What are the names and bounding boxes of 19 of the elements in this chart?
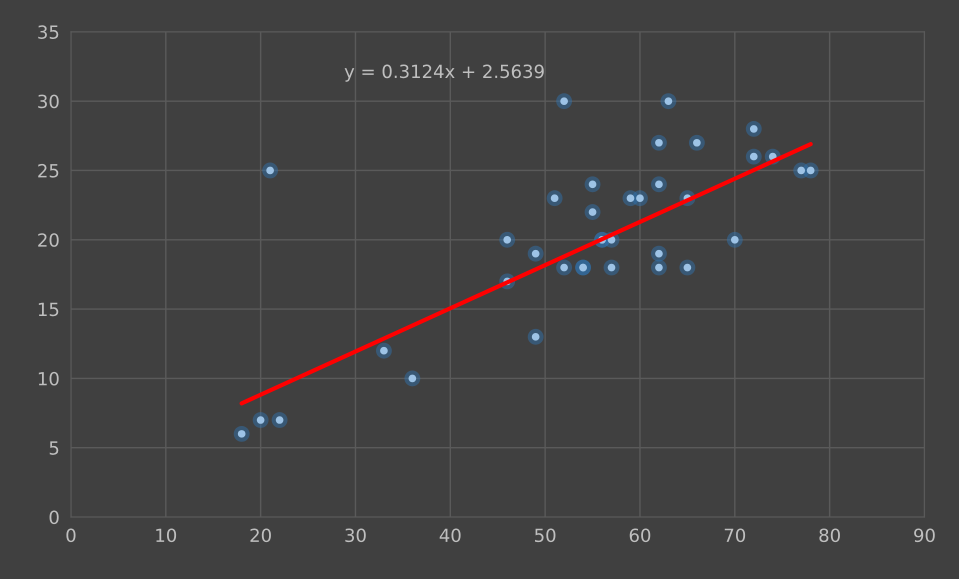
y-tick-label: 35 [38, 25, 58, 39]
x-tick-label: 60 [630, 528, 650, 542]
y-tick-label: 25 [38, 164, 58, 178]
y-tick-label: 15 [38, 302, 58, 316]
y-tick-label: 30 [38, 94, 59, 108]
x-tick-label: 40 [440, 528, 461, 542]
y-tick-label: 5 [50, 441, 58, 455]
x-tick-label: 30 [345, 528, 366, 542]
x-tick-label: 20 [250, 528, 271, 542]
x-tick-label: 50 [535, 528, 556, 542]
x-tick-label: 0 [66, 528, 76, 542]
x-tick-label: 80 [819, 528, 840, 542]
annotation: y = 0.3124x + 2.5639 [344, 64, 544, 82]
y-tick-label: 20 [38, 233, 59, 247]
y-tick-label: 10 [38, 372, 59, 386]
x-tick-label: 10 [156, 528, 176, 542]
x-tick-label: 90 [914, 528, 935, 542]
y-tick-label: 0 [50, 510, 59, 524]
x-tick-label: 70 [724, 528, 746, 542]
